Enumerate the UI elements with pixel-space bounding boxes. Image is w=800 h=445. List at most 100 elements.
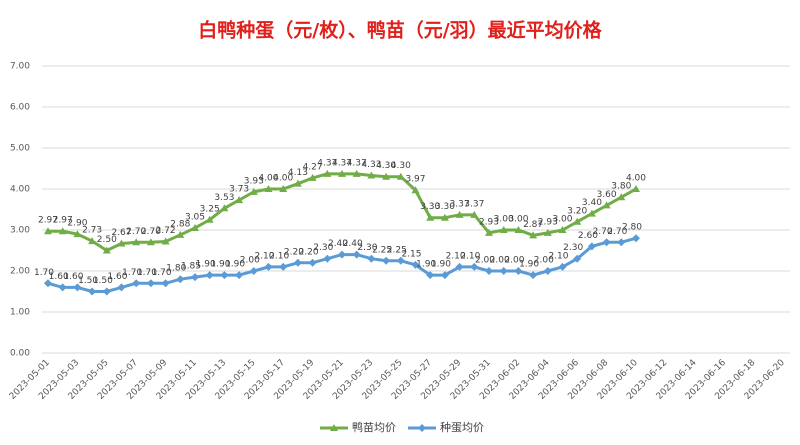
data-label: 2.73 — [82, 226, 102, 236]
data-label: 2.20 — [299, 247, 319, 257]
marker — [264, 185, 273, 192]
legend-marker — [330, 424, 338, 431]
marker — [161, 279, 170, 288]
marker — [514, 267, 523, 275]
data-label: 2.97 — [53, 216, 73, 226]
marker — [161, 237, 170, 245]
marker — [293, 179, 302, 187]
marker — [117, 239, 126, 247]
data-label: 1.90 — [196, 260, 216, 270]
marker — [426, 271, 435, 280]
marker — [367, 254, 376, 263]
data-label: 1.70 — [137, 268, 157, 278]
data-label: 2.97 — [38, 216, 58, 226]
data-label: 1.90 — [431, 260, 451, 270]
marker — [470, 210, 479, 218]
data-label: 2.20 — [284, 247, 304, 257]
y-tick-label: 7.00 — [10, 62, 30, 72]
data-label: 2.60 — [578, 231, 598, 241]
marker — [543, 228, 552, 236]
data-label: 2.70 — [607, 227, 627, 237]
data-label: 3.05 — [185, 212, 205, 222]
data-label: 4.30 — [391, 161, 411, 171]
marker — [632, 185, 640, 192]
legend-marker — [418, 424, 426, 432]
y-tick-label: 5.00 — [10, 144, 30, 154]
marker — [191, 273, 199, 282]
data-label: 1.90 — [225, 260, 245, 270]
marker — [617, 238, 626, 247]
marker — [396, 256, 405, 265]
data-label: 1.70 — [122, 268, 142, 278]
marker — [382, 172, 391, 180]
marker — [220, 271, 229, 280]
marker — [602, 238, 611, 247]
y-tick-label: 4.00 — [10, 185, 30, 195]
data-label: 2.10 — [460, 251, 480, 261]
marker — [220, 204, 229, 212]
marker — [470, 262, 479, 271]
marker — [573, 217, 582, 225]
marker — [264, 262, 273, 271]
data-label: 1.90 — [210, 260, 230, 270]
data-label: 3.00 — [494, 215, 514, 225]
marker — [573, 254, 582, 263]
marker — [455, 262, 464, 271]
data-label: 2.70 — [593, 227, 613, 237]
data-label: 1.60 — [107, 272, 127, 282]
data-label: 1.60 — [63, 272, 83, 282]
marker — [58, 283, 67, 292]
marker — [558, 226, 567, 233]
marker — [367, 171, 376, 179]
data-label: 1.50 — [78, 276, 98, 286]
marker — [323, 254, 332, 263]
data-label: 4.13 — [288, 168, 308, 178]
data-label: 3.20 — [567, 206, 587, 216]
marker — [102, 287, 111, 296]
data-label: 2.88 — [170, 219, 190, 229]
data-label: 2.80 — [622, 223, 642, 233]
data-label: 2.15 — [401, 249, 421, 259]
marker — [308, 258, 317, 267]
data-label: 2.70 — [126, 227, 146, 237]
data-label: 2.30 — [563, 243, 583, 253]
data-label: 4.37 — [332, 158, 352, 168]
data-label: 2.00 — [475, 256, 495, 266]
marker — [146, 279, 155, 288]
data-label: 2.90 — [67, 219, 87, 229]
marker — [308, 173, 317, 181]
data-label: 2.72 — [156, 226, 176, 236]
marker — [499, 226, 508, 233]
marker — [88, 287, 97, 296]
y-tick-label: 3.00 — [10, 226, 30, 236]
data-label: 2.40 — [343, 239, 363, 249]
marker — [249, 267, 258, 275]
data-label: 2.00 — [240, 256, 260, 266]
data-label: 2.93 — [479, 217, 499, 227]
y-tick-label: 6.00 — [10, 103, 30, 113]
marker — [338, 169, 346, 177]
data-label: 2.00 — [490, 256, 510, 266]
marker — [117, 283, 126, 292]
data-label: 1.70 — [152, 268, 172, 278]
data-label: 3.80 — [611, 182, 631, 192]
data-label: 4.30 — [376, 161, 396, 171]
data-label: 3.40 — [582, 198, 602, 208]
marker — [455, 210, 464, 218]
marker — [499, 267, 508, 275]
data-label: 2.30 — [357, 243, 377, 253]
data-label: 2.00 — [534, 256, 554, 266]
marker — [411, 186, 420, 194]
marker — [146, 238, 155, 246]
data-label: 2.93 — [538, 217, 558, 227]
marker — [338, 250, 346, 259]
marker — [440, 213, 449, 221]
data-label: 4.27 — [303, 162, 323, 172]
y-tick-label: 1.00 — [10, 308, 30, 318]
data-label: 2.50 — [97, 235, 117, 245]
data-label: 1.90 — [519, 260, 539, 270]
marker — [293, 258, 302, 267]
marker — [176, 230, 185, 238]
